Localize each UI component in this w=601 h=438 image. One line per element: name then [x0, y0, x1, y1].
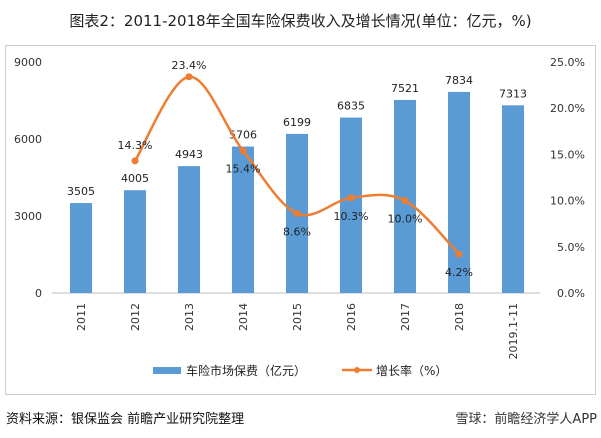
legend-bar-swatch — [153, 367, 181, 374]
growth-point — [401, 197, 409, 205]
bar-data-label: 3505 — [67, 185, 95, 198]
chart: 0 3000 6000 9000 0.0% 5.0% 10.0% 15.0% 20.0% 25.0… — [14, 56, 585, 378]
legend-bar-label: 车险市场保费（亿元） — [186, 363, 306, 378]
legend-line-marker — [354, 367, 360, 373]
growth-data-label: 15.4% — [226, 163, 261, 176]
bar-data-label: 4005 — [121, 172, 149, 185]
chart-frame — [5, 45, 596, 395]
bar-data-label: 7313 — [499, 87, 527, 100]
chart-title: 图表2：2011-2018年全国车险保费收入及增长情况(单位：亿元，%) — [69, 12, 532, 30]
bar-data-label: 7834 — [445, 74, 473, 87]
left-axis-tick: 9000 — [14, 56, 42, 69]
x-axis-tick: 2015 — [291, 303, 304, 331]
growth-data-label: 23.4% — [172, 59, 207, 72]
bar-data-label: 6199 — [283, 116, 311, 129]
growth-data-label: 8.6% — [283, 226, 311, 239]
right-axis-tick: 10.0% — [550, 195, 585, 208]
right-axis-tick: 15.0% — [550, 148, 585, 161]
growth-data-label: 4.2% — [445, 266, 473, 279]
bar-data-label: 6835 — [337, 100, 365, 113]
right-axis-tick: 25.0% — [550, 56, 585, 69]
x-axis-tick: 2017 — [399, 303, 412, 331]
growth-data-label: 10.0% — [388, 213, 423, 226]
growth-point — [347, 194, 355, 202]
bar-data-label: 7521 — [391, 82, 419, 95]
x-axis-tick: 2011 — [75, 303, 88, 331]
x-axis-tick: 2014 — [237, 303, 250, 331]
x-axis-tick: 2019.1-11 — [507, 303, 520, 359]
growth-point — [455, 250, 463, 258]
right-axis-tick: 5.0% — [557, 241, 585, 254]
growth-point — [239, 147, 247, 155]
bar — [232, 146, 254, 293]
right-axis-tick: 0.0% — [557, 287, 585, 300]
source-note: 资料来源：银保监会 前瞻产业研究院整理 — [6, 412, 245, 427]
bar — [394, 99, 416, 293]
left-axis-tick: 3000 — [14, 210, 42, 223]
bar — [70, 203, 92, 293]
bar — [124, 190, 146, 293]
left-axis-tick: 0 — [35, 287, 42, 300]
x-axis-tick: 2012 — [129, 303, 142, 331]
bar — [502, 105, 524, 293]
watermark: 雪球：前瞻经济学人APP — [455, 412, 597, 427]
bar-data-label: 4943 — [175, 148, 203, 161]
x-axis-tick: 2013 — [183, 303, 196, 331]
right-axis-tick: 20.0% — [550, 102, 585, 115]
growth-data-label: 14.3% — [118, 139, 153, 152]
growth-point — [293, 210, 301, 218]
bar — [340, 117, 362, 294]
bar — [178, 166, 200, 293]
growth-point — [131, 157, 139, 165]
legend-line-label: 增长率（%） — [376, 363, 447, 378]
growth-data-label: 10.3% — [334, 210, 369, 223]
x-axis-tick: 2018 — [453, 303, 466, 331]
growth-point — [185, 73, 193, 81]
bar — [448, 91, 470, 293]
left-axis-tick: 6000 — [14, 133, 42, 146]
x-axis-tick: 2016 — [345, 303, 358, 331]
